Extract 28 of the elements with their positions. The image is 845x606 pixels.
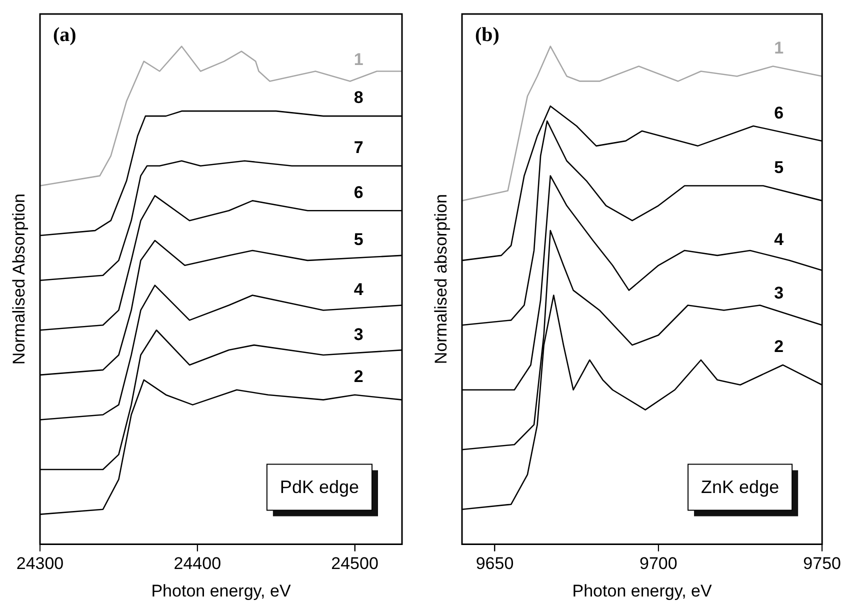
x-axis-title: Photon energy, eV xyxy=(151,581,292,600)
series-label: 1 xyxy=(354,50,364,70)
annotation: ZnK edge xyxy=(701,477,780,498)
x-tick-label: 24400 xyxy=(174,554,222,574)
x-tick-label: 9700 xyxy=(640,554,678,574)
series-label: 4 xyxy=(774,230,784,249)
annotation: PdK edge xyxy=(280,477,360,498)
series-label: 2 xyxy=(774,337,784,356)
y-axis-title: Normalised Absorption xyxy=(10,194,29,365)
series-label: 6 xyxy=(774,104,784,123)
y-axis-title: Normalised absorption xyxy=(432,194,451,364)
chart-title: (a) xyxy=(53,24,76,46)
series-label: 2 xyxy=(354,367,364,386)
series-label: 3 xyxy=(774,284,784,303)
chart-title: (b) xyxy=(475,24,500,46)
series-label: 4 xyxy=(354,280,364,300)
series-label: 5 xyxy=(354,230,364,249)
x-tick-label: 9750 xyxy=(803,554,842,574)
series-label: 6 xyxy=(354,182,364,202)
series-label: 8 xyxy=(354,88,364,108)
x-tick-label: 24500 xyxy=(331,554,378,574)
x-tick-label: 9650 xyxy=(476,554,514,574)
series-label: 7 xyxy=(354,138,364,158)
series-label: 1 xyxy=(774,38,784,58)
series-label: 5 xyxy=(774,158,784,177)
series-label: 3 xyxy=(354,324,364,344)
x-tick-label: 24300 xyxy=(16,554,64,574)
x-axis-title: Photon energy, eV xyxy=(572,581,712,600)
